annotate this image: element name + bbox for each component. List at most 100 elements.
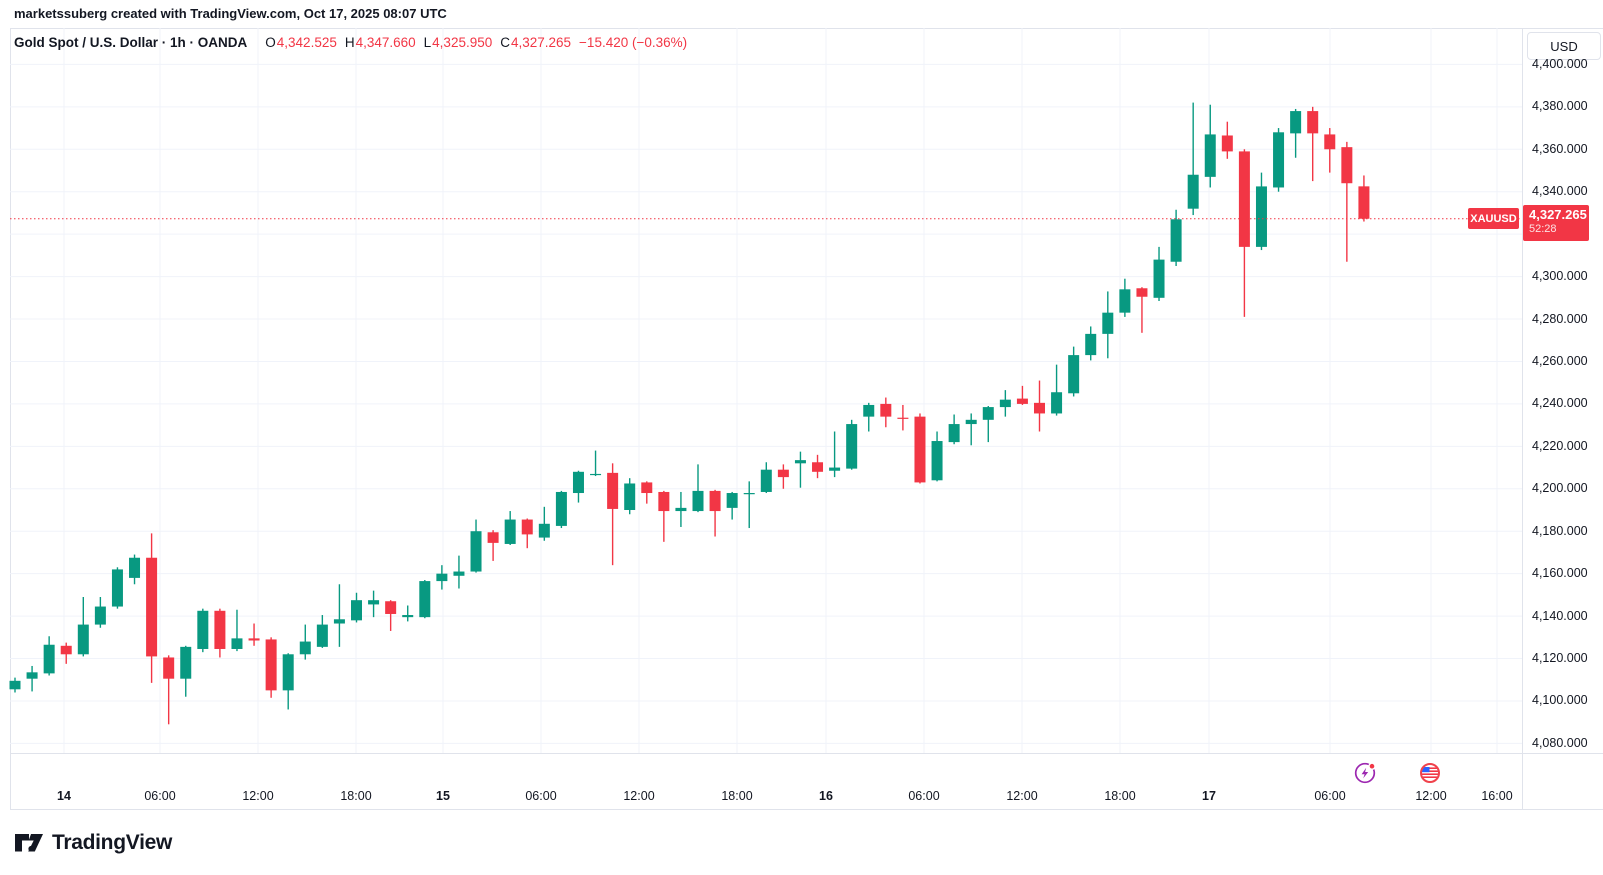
candle-body-up: [572, 471, 584, 494]
candle-body-up: [538, 523, 550, 538]
candle-body-up: [948, 424, 960, 443]
candle-body-up: [726, 493, 738, 508]
candle-body-up: [1085, 333, 1097, 356]
candle-body-up: [9, 680, 21, 690]
candle-body-up: [299, 641, 311, 655]
time-axis-label: 12:00: [1006, 789, 1038, 803]
chart-legend: Gold Spot / U.S. Dollar · 1h · OANDA O 4,…: [14, 30, 687, 54]
time-axis-label: 18:00: [1104, 789, 1136, 803]
candle-body-down: [777, 469, 789, 478]
candle-body-up: [1051, 392, 1063, 414]
price-axis-label: 4,200.000: [1532, 481, 1588, 496]
price-axis-label: 4,280.000: [1532, 311, 1588, 326]
candle-body-up: [794, 460, 806, 464]
candle-body-up: [675, 507, 687, 512]
candle-body-up: [1204, 134, 1216, 177]
candle-body-up: [555, 491, 567, 526]
candle-body-up: [965, 419, 977, 425]
candle-body-up: [590, 473, 602, 476]
candle-body-up: [1187, 174, 1199, 209]
time-axis-label: 17: [1202, 789, 1216, 803]
candle-body-up: [197, 610, 209, 649]
candle-body-up: [624, 483, 636, 510]
us-flag-icon[interactable]: [1418, 761, 1442, 785]
lightning-icon[interactable]: [1353, 761, 1377, 785]
close-value: 4,327.265: [510, 34, 572, 50]
candle-body-up: [982, 407, 994, 420]
candle-body-down: [1324, 134, 1336, 150]
high-value: 4,347.660: [355, 34, 416, 50]
price-axis-label: 4,400.000: [1532, 56, 1588, 71]
price-axis-label: 4,140.000: [1532, 608, 1588, 623]
candle-body-up: [504, 519, 516, 544]
time-axis-label: 06:00: [144, 789, 176, 803]
candle-body-up: [760, 469, 772, 492]
candle-body-up: [743, 493, 755, 495]
candle-body-down: [248, 638, 260, 641]
candle-body-up: [1290, 111, 1302, 134]
high-label: H: [344, 34, 355, 50]
candle-body-down: [1034, 402, 1045, 414]
price-axis-label: 4,100.000: [1532, 693, 1588, 708]
time-axis-label: 12:00: [242, 789, 274, 803]
candle-body-up: [351, 600, 362, 621]
candle-body-down: [60, 645, 72, 655]
candle-body-up: [333, 619, 345, 624]
candle-body-down: [1307, 111, 1319, 134]
candle-body-up: [470, 531, 482, 572]
candle-body-up: [863, 404, 875, 417]
symbol-title[interactable]: Gold Spot / U.S. Dollar · 1h · OANDA: [14, 34, 248, 50]
candle-body-up: [111, 569, 123, 607]
candle-body-up: [999, 399, 1011, 408]
candle-body-down: [163, 657, 175, 679]
chart-bottom-border: [10, 809, 1603, 810]
candle-body-down: [880, 403, 892, 417]
price-axis-label: 4,260.000: [1532, 353, 1588, 368]
candle-body-down: [709, 490, 721, 512]
candle-body-up: [1255, 186, 1267, 247]
change-value: −15.420 (−0.36%): [579, 34, 688, 50]
ticker-badge: XAUUSD: [1468, 208, 1519, 229]
tradingview-logo-icon: [15, 834, 43, 852]
candle-body-down: [1136, 288, 1148, 297]
open-label: O: [265, 34, 276, 50]
time-axis-label: 12:00: [623, 789, 655, 803]
chart-top-border: [10, 28, 1603, 29]
candle-body-down: [1016, 398, 1028, 404]
candle-body-up: [77, 624, 89, 655]
chart-left-border: [10, 28, 11, 809]
candle-body-up: [829, 467, 841, 471]
candle-body-down: [641, 482, 653, 494]
time-axis-label: 15: [436, 789, 450, 803]
price-axis-label: 4,300.000: [1532, 269, 1588, 284]
price-axis-label: 4,180.000: [1532, 523, 1588, 538]
time-axis-label: 14: [57, 789, 71, 803]
attribution-text: marketssuberg created with TradingView.c…: [14, 6, 447, 21]
low-value: 4,325.950: [432, 34, 493, 50]
candle-body-down: [521, 519, 533, 535]
candle-body-up: [846, 424, 858, 469]
candle-body-up: [94, 606, 106, 625]
candle-body-down: [914, 416, 926, 483]
candle-body-up: [1068, 355, 1080, 394]
candle-body-up: [129, 557, 141, 578]
price-axis-label: 4,240.000: [1532, 396, 1588, 411]
time-axis-label: 16:00: [1481, 789, 1513, 803]
price-axis-label: 4,380.000: [1532, 99, 1588, 114]
candle-body-up: [419, 581, 431, 618]
time-axis-label: 18:00: [721, 789, 753, 803]
candle-body-up: [692, 490, 704, 512]
candle-body-up: [402, 615, 414, 618]
bar-countdown: 52:28: [1529, 223, 1557, 235]
currency-usd-button[interactable]: USD: [1527, 32, 1601, 60]
candle-body-up: [368, 600, 380, 605]
candle-body-down: [897, 417, 909, 419]
candle-body-down: [1358, 186, 1370, 219]
price-axis-label: 4,360.000: [1532, 141, 1588, 156]
candle-body-up: [1170, 219, 1182, 262]
price-axis-label: 4,340.000: [1532, 184, 1588, 199]
tradingview-logo[interactable]: TradingView: [14, 831, 172, 855]
last-price-label: 4,327.265 52:28: [1523, 205, 1589, 241]
